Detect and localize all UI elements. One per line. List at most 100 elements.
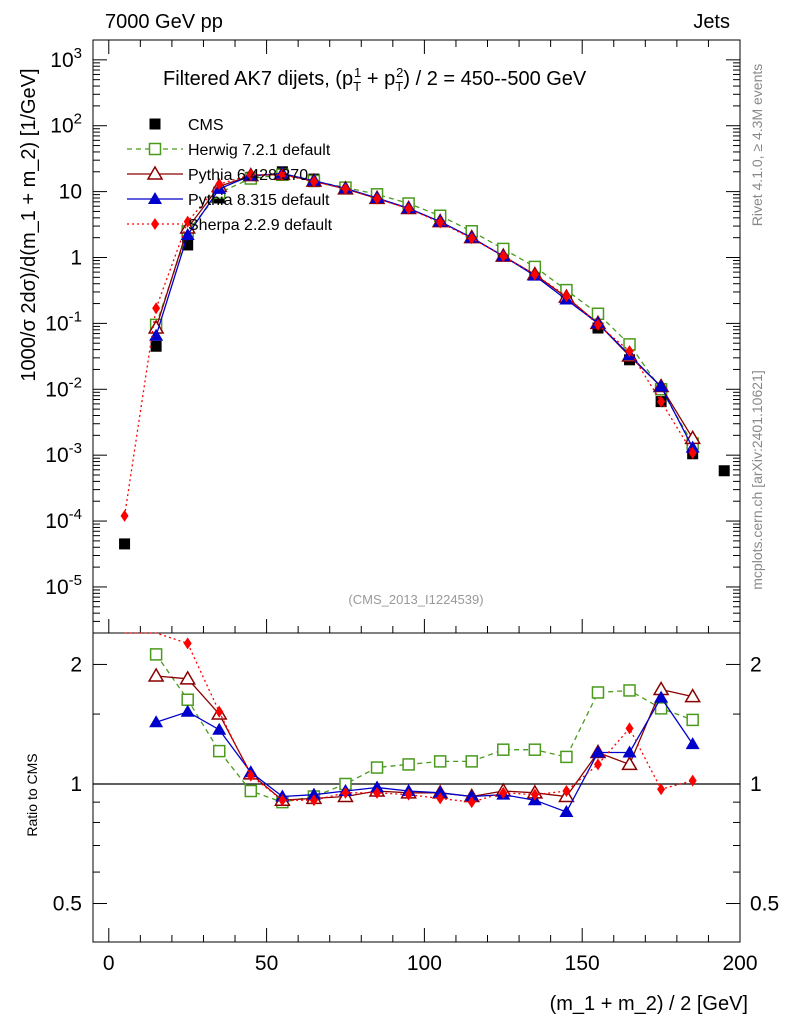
point-sherpa: [657, 395, 666, 408]
legend-marker-pythia6: [146, 165, 164, 180]
ratio-point-pythia8: [370, 780, 385, 793]
ratio-tick-label: 0.5: [53, 893, 82, 916]
ratio-point-herwig: [402, 758, 415, 771]
x-axis-label: (m_1 + m_2) / 2 [GeV]: [550, 993, 748, 1015]
ratio-point-sherpa: [404, 788, 413, 801]
rivet-version-text: Rivet 4.1.0, ≥ 4.3M events: [749, 64, 765, 227]
ratio-series: [124, 632, 701, 818]
legend-label-pythia6: Pythia 6.428 370: [188, 167, 308, 184]
chart-title: Filtered AK7 dijets, (pT1 + pT2) / 2 = 4…: [163, 65, 587, 94]
point-sherpa: [152, 302, 161, 315]
y-tick-label: 10-3: [45, 440, 82, 467]
ratio-point-pythia6: [684, 688, 701, 703]
ratio-line-herwig: [155, 654, 693, 803]
ratio-point-sherpa: [499, 786, 508, 799]
point-pythia8: [685, 440, 700, 453]
point-sherpa: [688, 446, 697, 459]
ratio-tick-label-right: 1: [750, 773, 762, 796]
y-axis-label: 1000/σ 2dσ)/d(m_1 + m_2) [1/GeV]: [18, 68, 40, 381]
legend-label-pythia8: Pythia 8.315 default: [188, 192, 330, 209]
ratio-point-herwig: [686, 713, 699, 727]
x-tick-label: 100: [407, 952, 442, 975]
ratio-tick-label: 1: [70, 773, 82, 796]
ratio-point-sherpa: [373, 786, 382, 799]
header-left: 7000 GeV pp: [105, 11, 223, 33]
ratio-point-herwig: [181, 693, 194, 706]
ratio-point-sherpa: [309, 794, 318, 807]
ratio-line-sherpa: [124, 632, 693, 803]
ratio-point-sherpa: [593, 758, 602, 771]
ratio-point-herwig: [244, 784, 258, 798]
x-tick-label: 150: [565, 952, 600, 975]
point-sherpa: [183, 215, 192, 228]
ratio-point-pythia6: [621, 755, 638, 771]
ratio-point-pythia8: [149, 715, 164, 728]
ratio-point-herwig: [433, 755, 447, 768]
point-sherpa: [436, 216, 445, 229]
ratio-point-sherpa: [657, 783, 666, 796]
ratio-point-pythia8: [180, 704, 195, 717]
ratio-point-pythia8: [559, 805, 574, 818]
ratio-point-herwig: [623, 684, 636, 697]
series-line-herwig: [155, 174, 694, 444]
ratio-point-herwig: [465, 755, 478, 768]
ratio-point-pythia8: [590, 745, 605, 758]
legend-marker-pythia8: [148, 192, 162, 204]
y-tick-label: 10-5: [45, 572, 82, 599]
x-tick-label: 200: [722, 952, 757, 975]
point-sherpa: [341, 182, 350, 195]
point-sherpa: [120, 509, 129, 522]
point-sherpa: [215, 178, 224, 191]
ratio-point-herwig: [528, 743, 542, 756]
point-cms: [119, 538, 131, 550]
legend: CMS Herwig 7.2.1 default Pythia 6.428 370 P…: [127, 117, 333, 234]
ratio-tick-label-right: 2: [750, 653, 762, 676]
legend-marker-sherpa: [151, 218, 159, 230]
ratio-point-pythia8: [212, 722, 227, 735]
ratio-point-sherpa: [562, 785, 571, 798]
y-tick-label: 1: [70, 247, 82, 270]
point-sherpa: [625, 345, 634, 358]
ratio-point-herwig: [212, 744, 226, 758]
point-cms: [718, 465, 730, 477]
ratio-point-herwig: [591, 686, 605, 699]
ratio-point-sherpa: [530, 788, 539, 801]
ratio-point-sherpa: [467, 796, 476, 809]
point-sherpa: [562, 290, 571, 303]
point-sherpa: [404, 202, 413, 215]
ratio-point-herwig: [370, 761, 384, 774]
ratio-point-herwig: [497, 743, 510, 756]
point-pythia8: [654, 379, 669, 392]
ratio-tick-label-right: 0.5: [750, 893, 779, 916]
ratio-point-sherpa: [278, 794, 287, 807]
ratio-y-axis-label: Ratio to CMS: [24, 753, 40, 836]
ratio-point-sherpa: [436, 792, 445, 805]
ratio-point-pythia8: [685, 737, 700, 750]
legend-label-herwig: Herwig 7.2.1 default: [188, 142, 331, 159]
ratio-point-pythia8: [654, 690, 669, 703]
y-tick-label: 10-2: [45, 374, 82, 401]
ratio-point-pythia6: [179, 670, 196, 685]
y-tick-label: 102: [50, 111, 82, 138]
ratio-line-pythia6: [156, 675, 693, 801]
point-sherpa: [246, 168, 255, 181]
series-sherpa: [120, 168, 697, 522]
ratio-point-sherpa: [625, 722, 634, 735]
point-sherpa: [278, 168, 287, 181]
ratio-point-sherpa: [215, 705, 224, 718]
ratio-point-pythia8: [464, 789, 479, 802]
point-sherpa: [499, 250, 508, 263]
ratio-point-herwig: [560, 750, 573, 764]
header-right: Jets: [693, 11, 730, 33]
ratio-pythia8: [149, 690, 700, 818]
series-line-pythia6: [155, 173, 694, 439]
point-sherpa: [467, 232, 476, 245]
point-sherpa: [373, 192, 382, 205]
ratio-point-pythia8: [622, 745, 637, 758]
ratio-point-sherpa: [341, 786, 350, 799]
point-cms: [150, 340, 162, 352]
ratio-point-pythia6: [147, 667, 165, 682]
ratio-line-pythia8: [155, 696, 694, 813]
analysis-id: (CMS_2013_I1224539): [348, 592, 483, 607]
point-sherpa: [593, 318, 602, 331]
